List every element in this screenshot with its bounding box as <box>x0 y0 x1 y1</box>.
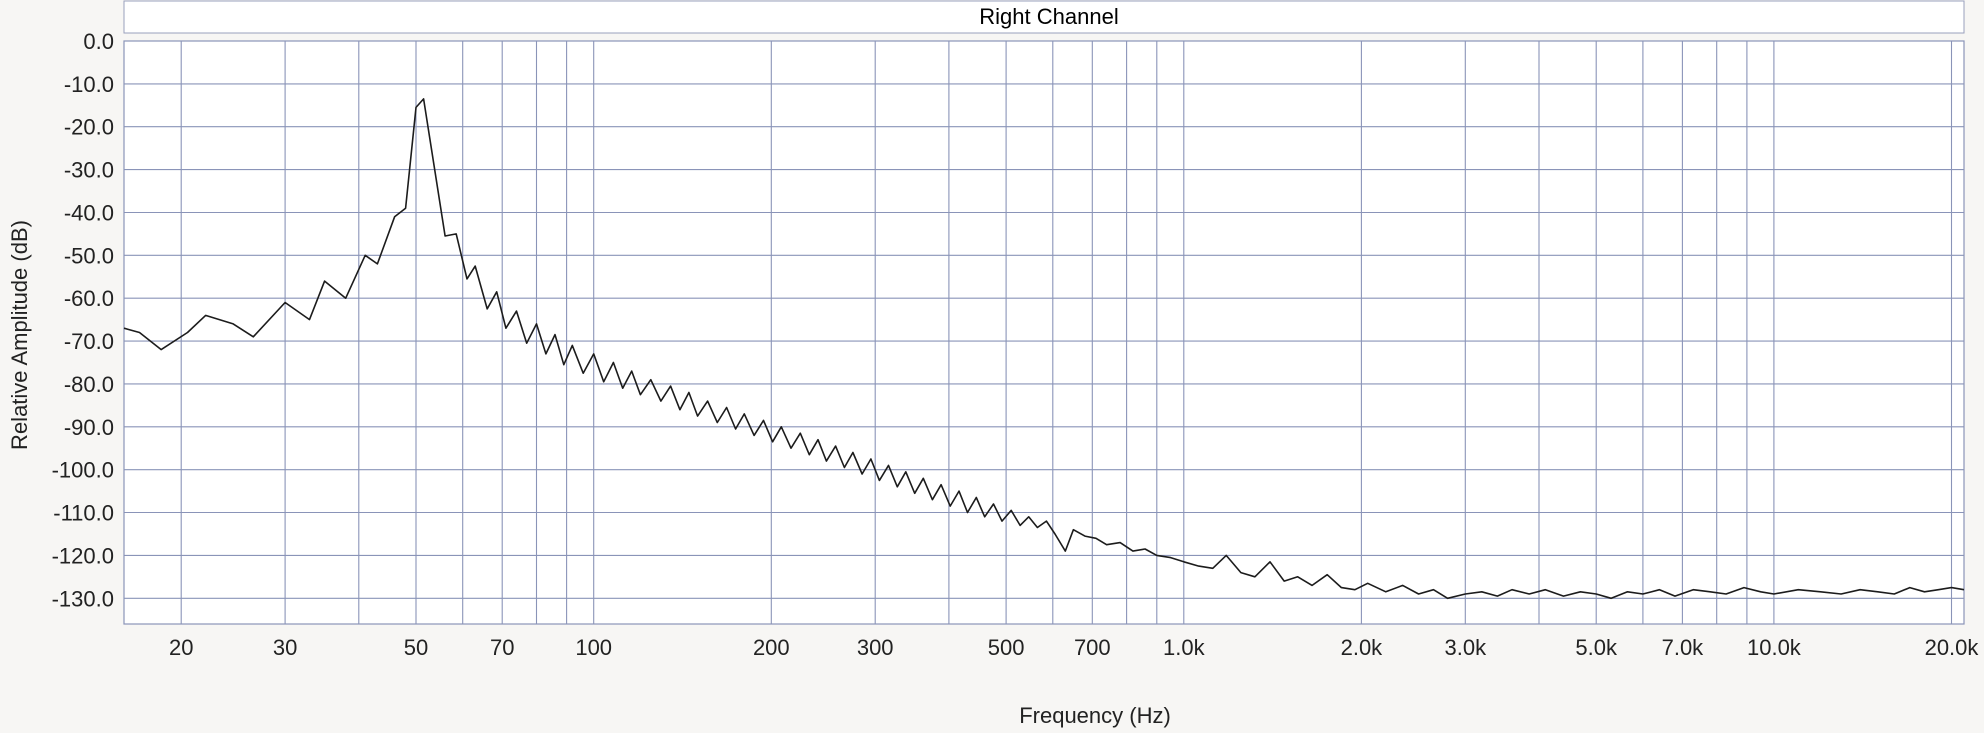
y-tick-label: -130.0 <box>52 586 114 611</box>
series-line <box>123 98 1965 600</box>
x-tick-label: 20.0k <box>1925 635 1980 660</box>
y-tick-label: -100.0 <box>52 458 114 483</box>
y-tick-labels: 0.0 -10.0 -20.0 -30.0 -40.0 -50.0 -60.0 -70.0 -8… <box>52 29 114 611</box>
x-tick-label: 50 <box>404 635 428 660</box>
x-tick-label: 500 <box>988 635 1025 660</box>
x-tick-labels: 20 30 50 70 100 200 300 500 700 1.0k 2.0k 3.0k 5.0k 7… <box>169 635 1979 660</box>
x-tick-label: 2.0k <box>1341 635 1384 660</box>
y-tick-label: -60.0 <box>64 286 114 311</box>
x-tick-label: 7.0k <box>1662 635 1705 660</box>
x-tick-label: 30 <box>273 635 297 660</box>
x-tick-label: 700 <box>1074 635 1111 660</box>
x-gridlines <box>180 41 1953 624</box>
y-tick-label: -70.0 <box>64 329 114 354</box>
x-tick-label: 3.0k <box>1445 635 1488 660</box>
y-tick-label: -110.0 <box>53 501 114 526</box>
y-gridlines <box>124 40 1964 599</box>
y-tick-label: -10.0 <box>64 72 114 97</box>
y-axis-label: Relative Amplitude (dB) <box>7 220 32 450</box>
x-tick-label: 300 <box>857 635 894 660</box>
x-tick-label: 100 <box>575 635 612 660</box>
x-tick-label: 5.0k <box>1575 635 1618 660</box>
title-bar <box>123 0 1965 34</box>
x-tick-label: 1.0k <box>1163 635 1206 660</box>
y-tick-label: -120.0 <box>52 543 114 568</box>
x-tick-label: 200 <box>753 635 790 660</box>
chart-title: Right Channel <box>979 4 1118 29</box>
y-tick-label: -50.0 <box>64 243 114 268</box>
y-tick-label: 0.0 <box>83 29 114 54</box>
x-tick-label: 70 <box>490 635 514 660</box>
y-tick-label: -80.0 <box>64 372 114 397</box>
plot-area <box>123 40 1965 625</box>
y-tick-label: -90.0 <box>64 415 114 440</box>
series-layer <box>123 98 1965 600</box>
y-tick-label: -20.0 <box>64 115 114 140</box>
x-tick-label: 10.0k <box>1747 635 1802 660</box>
x-tick-label: 20 <box>169 635 193 660</box>
x-axis-label: Frequency (Hz) <box>1019 703 1171 728</box>
y-tick-label: -40.0 <box>64 201 114 226</box>
y-tick-label: -30.0 <box>64 158 114 183</box>
